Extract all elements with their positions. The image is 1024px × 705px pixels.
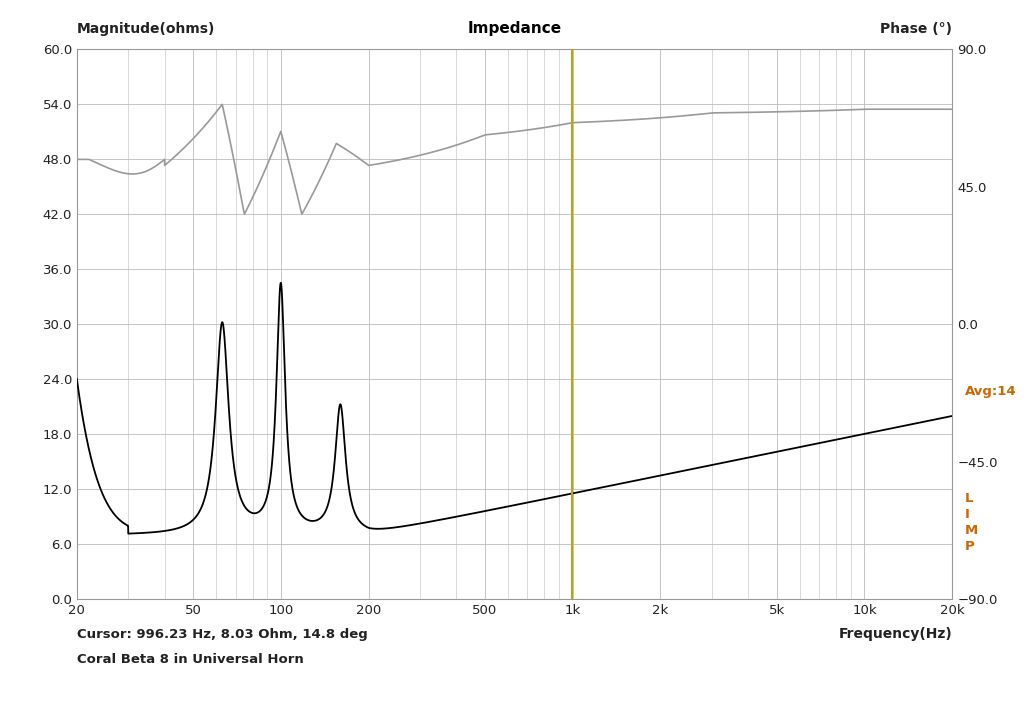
Text: Frequency(Hz): Frequency(Hz) bbox=[839, 627, 952, 641]
Text: Avg:14: Avg:14 bbox=[965, 385, 1016, 398]
Text: Coral Beta 8 in Universal Horn: Coral Beta 8 in Universal Horn bbox=[77, 653, 303, 666]
Text: L
I
M
P: L I M P bbox=[965, 492, 978, 553]
Text: Magnitude(ohms): Magnitude(ohms) bbox=[77, 22, 215, 35]
Text: Cursor: 996.23 Hz, 8.03 Ohm, 14.8 deg: Cursor: 996.23 Hz, 8.03 Ohm, 14.8 deg bbox=[77, 628, 368, 641]
Text: Phase (°): Phase (°) bbox=[881, 22, 952, 35]
Text: Impedance: Impedance bbox=[468, 20, 561, 35]
